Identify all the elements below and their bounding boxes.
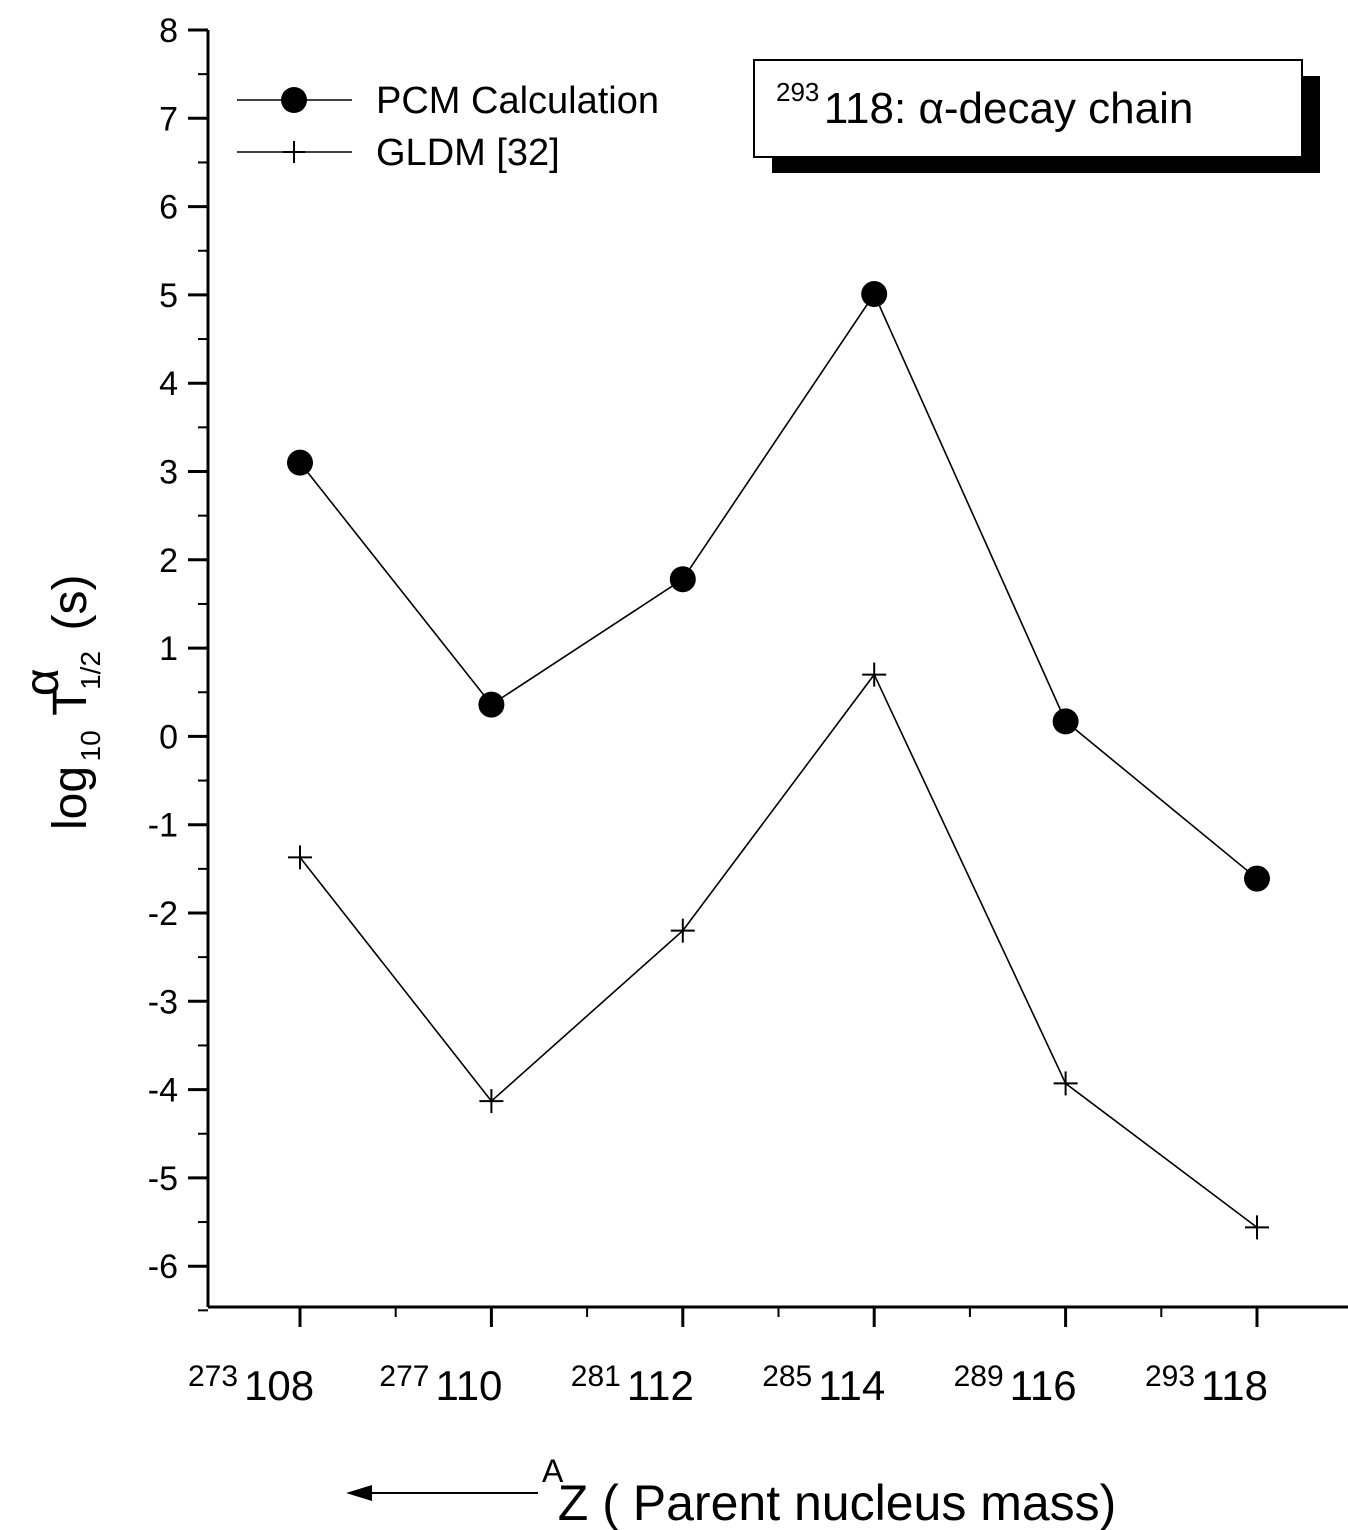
ylabel-symbol: T bbox=[44, 687, 97, 716]
x-axis-label: A Z ( Parent nucleus mass) bbox=[346, 1453, 1116, 1530]
y-tick-label: 3 bbox=[159, 454, 178, 492]
series-line bbox=[299, 292, 1258, 880]
ylabel-prefix: log bbox=[44, 766, 97, 830]
x-tick-label: 293 118 bbox=[1145, 1360, 1268, 1409]
data-point bbox=[1245, 1215, 1269, 1240]
x-tick-label: 273 108 bbox=[188, 1360, 314, 1409]
x-tick-label-z: 118 bbox=[1201, 1362, 1268, 1409]
y-tick-label: 0 bbox=[159, 718, 178, 756]
chart-title-superscript: 293 bbox=[776, 77, 819, 107]
legend-label-pcm: PCM Calculation bbox=[376, 80, 659, 122]
title-box-frame bbox=[753, 59, 1303, 158]
ylabel-prefix-sub: 10 bbox=[75, 730, 106, 761]
x-tick-label: 285 114 bbox=[762, 1360, 885, 1409]
title-box: 293 118: α-decay chain bbox=[753, 59, 1320, 173]
y-tick-label: 4 bbox=[159, 365, 178, 403]
xlabel-superscript: A bbox=[542, 1453, 564, 1489]
data-point bbox=[1052, 708, 1079, 735]
y-tick-label: -3 bbox=[148, 983, 178, 1021]
x-tick-label-z: 108 bbox=[244, 1362, 314, 1409]
legend: PCM Calculation GLDM [32] bbox=[237, 80, 659, 174]
x-ticks: 273 108 277 110 281 112 285 114 289 116 293 118 bbox=[188, 1307, 1268, 1409]
svg-text:log 10 T α: log 10 T α 1/2 (s) bbox=[16, 575, 106, 830]
xlabel-text: Z ( Parent nucleus mass) bbox=[558, 1475, 1117, 1530]
x-tick-label-mass: 293 bbox=[1145, 1360, 1195, 1393]
x-tick-label: 277 110 bbox=[379, 1360, 502, 1409]
chart-title-text: 118: α-decay chain bbox=[824, 84, 1194, 133]
series-line bbox=[299, 673, 1258, 1228]
data-point bbox=[288, 845, 312, 870]
ylabel-symbol-sup: α bbox=[16, 668, 69, 696]
chart-title: 293 118: α-decay chain bbox=[776, 77, 1193, 133]
x-tick-label-z: 112 bbox=[627, 1362, 694, 1409]
y-tick-label: 6 bbox=[159, 189, 178, 227]
axes bbox=[206, 30, 1348, 1309]
data-point bbox=[669, 566, 696, 593]
y-tick-label: 2 bbox=[159, 542, 178, 580]
x-tick-label: 281 112 bbox=[571, 1360, 694, 1409]
x-tick-label-mass: 285 bbox=[762, 1360, 812, 1393]
data-point bbox=[861, 281, 888, 308]
legend-marker-gldm bbox=[283, 141, 305, 163]
y-ticks: 8 7 6 5 4 3 2 1 0 -1 -2 -3 -4 -5 -6 bbox=[148, 12, 208, 1312]
x-tick-label: 289 116 bbox=[954, 1360, 1077, 1409]
x-tick-label-mass: 273 bbox=[188, 1360, 238, 1393]
y-axis-label: log 10 T α 1/2 (s) bbox=[16, 575, 106, 830]
y-tick-label: -6 bbox=[148, 1248, 178, 1286]
data-point bbox=[479, 1089, 504, 1114]
data-point bbox=[1244, 865, 1270, 892]
x-tick-label-z: 110 bbox=[435, 1362, 502, 1409]
x-tick-label-z: 114 bbox=[818, 1362, 885, 1409]
y-tick-label: 5 bbox=[159, 277, 178, 315]
x-tick-label-mass: 289 bbox=[954, 1360, 1004, 1393]
data-point bbox=[1053, 1071, 1078, 1096]
legend-label-gldm: GLDM [32] bbox=[376, 132, 560, 174]
svg-text:A Z ( Parent nucleus ma: A Z ( Parent nucleus mass) bbox=[542, 1453, 1116, 1530]
data-point bbox=[478, 691, 505, 718]
y-tick-label: 8 bbox=[159, 12, 178, 50]
series-layer bbox=[287, 281, 1270, 1240]
x-tick-label-mass: 277 bbox=[379, 1360, 429, 1393]
series-gldm bbox=[288, 662, 1269, 1240]
data-point bbox=[287, 449, 313, 476]
data-point bbox=[670, 918, 695, 943]
y-tick-label: -4 bbox=[148, 1072, 178, 1110]
y-tick-label: 7 bbox=[159, 100, 178, 138]
y-tick-label: -2 bbox=[148, 895, 178, 933]
y-tick-label: -1 bbox=[148, 807, 178, 845]
y-tick-label: 1 bbox=[159, 630, 178, 668]
data-point bbox=[862, 662, 887, 687]
y-tick-label: -5 bbox=[148, 1160, 178, 1198]
ylabel-symbol-sub: 1/2 bbox=[75, 651, 106, 690]
legend-marker-pcm bbox=[281, 87, 307, 113]
x-tick-label-mass: 281 bbox=[571, 1360, 621, 1393]
ylabel-unit: (s) bbox=[44, 575, 97, 631]
x-tick-label-z: 116 bbox=[1010, 1362, 1077, 1409]
series-pcm bbox=[287, 281, 1270, 892]
x-axis-label-arrowhead bbox=[346, 1485, 372, 1501]
